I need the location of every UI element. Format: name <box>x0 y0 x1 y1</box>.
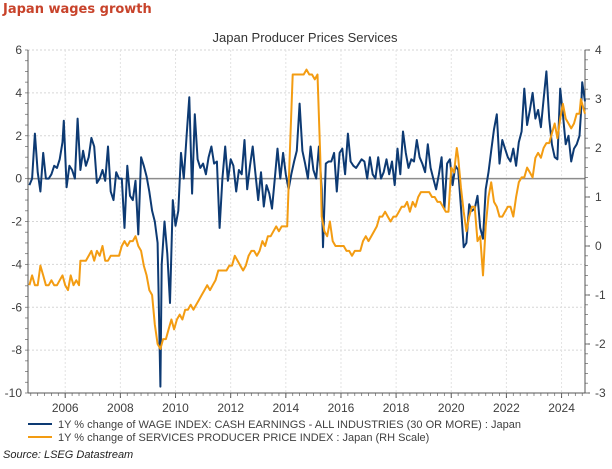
x-tick-label: 2010 <box>162 401 189 415</box>
legend-label: 1Y % change of WAGE INDEX: CASH EARNINGS… <box>58 419 521 431</box>
y-right-tick-label: 3 <box>595 92 602 106</box>
x-tick-label: 2020 <box>438 401 465 415</box>
legend-label: 1Y % change of SERVICES PRODUCER PRICE I… <box>58 432 429 444</box>
sppi-line <box>28 68 586 350</box>
chart: Japan Producer Prices Services 6 4 2 0 -2 -4 -… <box>5 30 606 444</box>
y-left-tick-label: 0 <box>15 172 22 186</box>
y-right-tick-label: 4 <box>595 43 602 57</box>
y-left-tick-label: 6 <box>15 43 22 57</box>
y-right-tick-label: 2 <box>595 141 602 155</box>
y-left-tick-label: 2 <box>15 129 22 143</box>
y-right-tick-label: -2 <box>595 337 606 351</box>
y-left-tick-label: -2 <box>11 215 22 229</box>
y-left-tick-label: -6 <box>11 300 22 314</box>
x-tick-label: 2022 <box>493 401 520 415</box>
y-right-tick-label: -1 <box>595 288 606 302</box>
x-tick-label: 2024 <box>548 401 575 415</box>
y-left-tick-label: 4 <box>15 86 22 100</box>
y-left-tick-label: -4 <box>11 257 22 271</box>
x-tick-label: 2008 <box>107 401 134 415</box>
x-tick-label: 2012 <box>217 401 244 415</box>
y-right-tick-label: 1 <box>595 190 602 204</box>
source-note: Source: LSEG Datastream <box>3 449 134 461</box>
x-tick-label: 2018 <box>383 401 410 415</box>
page-heading: Japan wages growth <box>3 2 152 17</box>
chart-title: Japan Producer Prices Services <box>213 30 398 45</box>
y-right-tick-label: 0 <box>595 239 602 253</box>
grid <box>28 49 585 393</box>
wage-index-line <box>28 70 586 388</box>
y-left-tick-label: -8 <box>11 343 22 357</box>
legend: 1Y % change of WAGE INDEX: CASH EARNINGS… <box>28 419 521 444</box>
series-lines <box>28 68 586 388</box>
y-left-tick-label: -10 <box>5 386 23 400</box>
x-tick-label: 2006 <box>52 401 79 415</box>
y-right-tick-label: -3 <box>595 386 606 400</box>
x-tick-label: 2014 <box>272 401 299 415</box>
x-tick-label: 2016 <box>328 401 355 415</box>
